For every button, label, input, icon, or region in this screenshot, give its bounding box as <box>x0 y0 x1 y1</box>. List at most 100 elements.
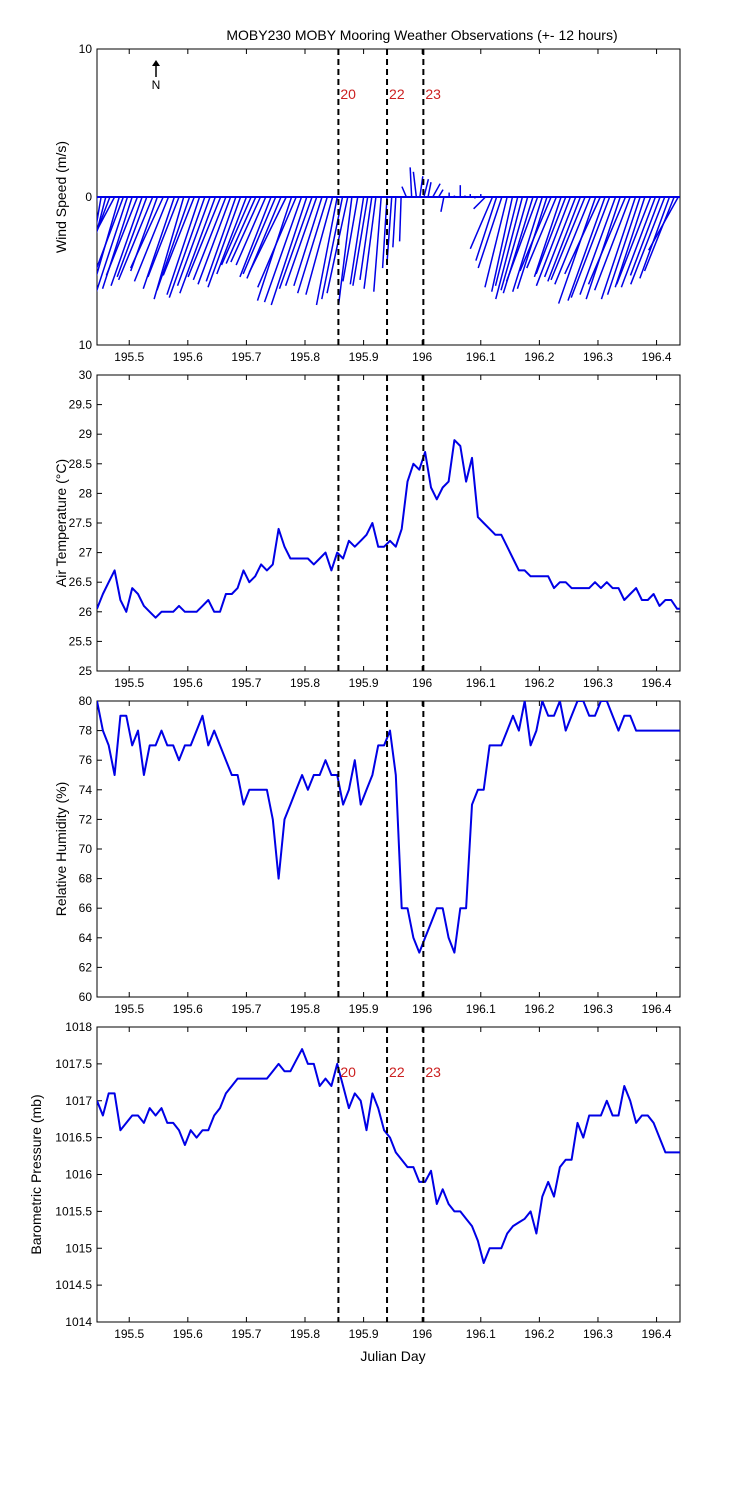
event-marker-label: 22 <box>389 86 405 102</box>
y-axis-label: Air Temperature (°C) <box>53 459 69 587</box>
wind-vector <box>166 196 201 295</box>
x-tick-label: 196.3 <box>583 676 613 690</box>
wind-vector <box>554 196 592 285</box>
wind-vector <box>600 196 637 300</box>
wind-vector <box>535 196 567 275</box>
wind-vector <box>326 196 349 294</box>
y-tick-label: 1017.5 <box>55 1057 92 1071</box>
y-tick-label: 80 <box>79 694 93 708</box>
x-tick-label: 195.9 <box>349 1002 379 1016</box>
x-tick-label: 196.1 <box>466 676 496 690</box>
x-tick-label: 195.9 <box>349 350 379 364</box>
x-tick-label: 196.2 <box>524 1327 554 1341</box>
wind-vector <box>278 196 313 290</box>
x-tick-label: 195.6 <box>173 350 203 364</box>
wind-vector <box>587 196 627 285</box>
y-tick-label: 25.5 <box>69 634 93 648</box>
x-tick-label: 195.7 <box>231 1002 261 1016</box>
wind-vector <box>235 196 267 266</box>
north-arrow: N <box>152 60 161 92</box>
y-tick-label: 10 <box>79 338 93 352</box>
data-layer <box>97 167 680 306</box>
panel-1: 195.5 195.6 195.7 195.8 195.9 196 196.1 196.2 19… <box>53 42 681 364</box>
wind-vector <box>363 196 377 289</box>
y-tick-label: 28.5 <box>69 457 93 471</box>
wind-vector <box>412 171 418 198</box>
x-tick-label: 195.8 <box>290 350 320 364</box>
y-tick-label: 26.5 <box>69 575 93 589</box>
y-tick-label: 64 <box>79 931 93 945</box>
figure-title: MOBY230 MOBY Mooring Weather Observation… <box>226 27 617 43</box>
x-tick-label: 196 <box>412 1002 432 1016</box>
wind-vector <box>296 196 328 294</box>
y-tick-label: 74 <box>79 783 93 797</box>
wind-vector <box>359 196 373 280</box>
x-tick-label: 196.1 <box>466 1002 496 1016</box>
wind-vector <box>475 196 498 261</box>
wind-vector <box>620 196 657 288</box>
data-layer <box>97 701 680 954</box>
wind-vector <box>179 196 217 294</box>
wind-vector <box>293 196 323 287</box>
north-label: N <box>152 78 161 92</box>
x-tick-label: 195.5 <box>114 676 144 690</box>
wind-vector <box>639 196 671 279</box>
wind-vector <box>614 196 646 288</box>
wind-vector <box>168 196 206 298</box>
wind-vector <box>97 197 98 203</box>
wind-vector <box>392 196 397 248</box>
y-tick-label: 70 <box>79 842 93 856</box>
x-tick-label: 195.6 <box>173 676 203 690</box>
x-tick-label: 195.9 <box>349 676 379 690</box>
wind-vector <box>97 196 116 232</box>
wind-vector <box>315 196 338 306</box>
x-tick-label: 195.8 <box>290 1002 320 1016</box>
y-tick-label: 28 <box>79 486 93 500</box>
wind-vector <box>567 196 606 301</box>
wind-vector <box>192 196 227 281</box>
wind-vector <box>494 196 519 286</box>
x-tick-label: 195.8 <box>290 1327 320 1341</box>
wind-vector <box>484 196 508 288</box>
wind-vector <box>630 196 666 285</box>
wind-vector <box>337 196 353 306</box>
wind-vector <box>349 196 365 285</box>
wind-vector <box>593 196 631 291</box>
wind-vector <box>153 196 185 300</box>
y-tick-label: 29 <box>79 427 93 441</box>
wind-vector <box>564 196 601 275</box>
x-tick-label: 195.6 <box>173 1002 203 1016</box>
wind-vector <box>207 196 242 288</box>
wind-vector <box>239 196 272 278</box>
wind-vector <box>505 196 539 282</box>
y-tick-label: 26 <box>79 605 93 619</box>
x-tick-label: 196.4 <box>642 350 672 364</box>
y-axis-label: Wind Speed (m/s) <box>53 141 69 253</box>
y-tick-label: 68 <box>79 872 93 886</box>
wind-vector <box>205 196 237 282</box>
wind-vector <box>257 196 297 288</box>
wind-vector <box>230 196 262 263</box>
y-tick-label: 27.5 <box>69 516 93 530</box>
wind-vector <box>643 196 675 272</box>
wind-vector <box>401 186 408 198</box>
y-tick-label: 1016 <box>65 1168 92 1182</box>
wind-vector <box>97 196 102 226</box>
y-tick-label: 1014 <box>65 1315 92 1329</box>
y-tick-label: 30 <box>79 368 93 382</box>
x-tick-label: 195.9 <box>349 1327 379 1341</box>
data-layer <box>97 439 680 619</box>
y-tick-label: 29.5 <box>69 398 93 412</box>
wind-vector <box>533 196 562 278</box>
wind-vector <box>129 196 164 269</box>
wind-vector <box>176 196 211 287</box>
wind-vector <box>117 196 154 281</box>
wind-vector <box>381 196 388 269</box>
y-tick-label: 27 <box>79 546 93 560</box>
y-tick-label: 66 <box>79 901 93 915</box>
wind-vector <box>495 196 524 300</box>
wind-vector <box>423 179 430 198</box>
wind-vector <box>398 196 402 242</box>
y-tick-label: 60 <box>79 990 93 1004</box>
